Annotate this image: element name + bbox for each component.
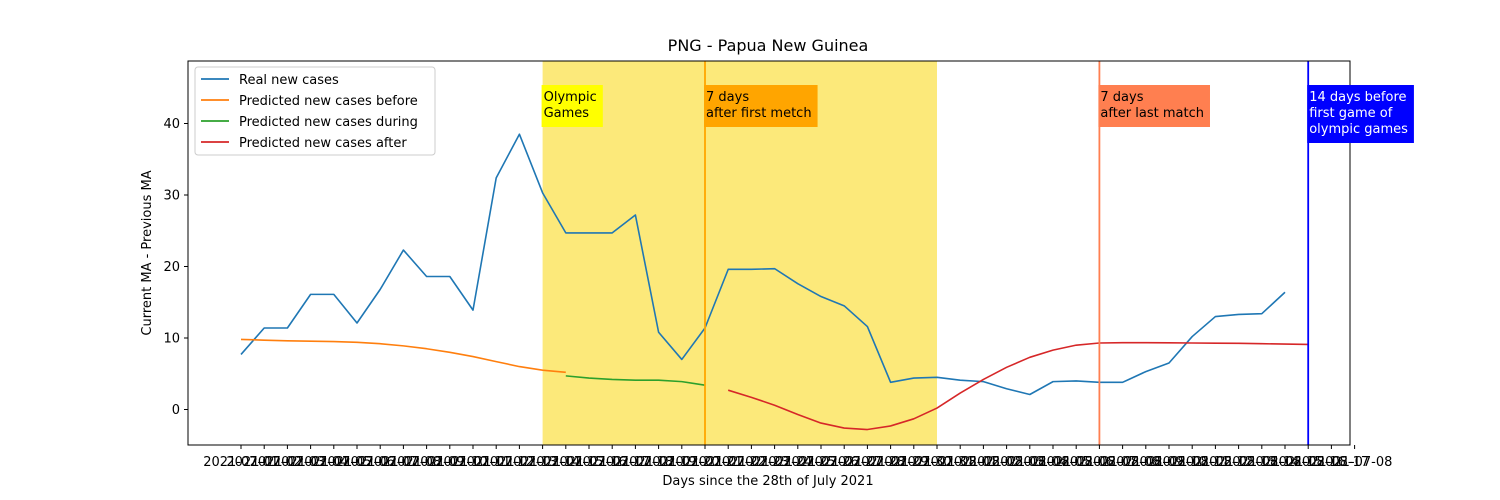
y-tick-label-2: 20 [163,260,180,275]
x-tick-label-22: 2021-07-23 [714,455,790,470]
series-line-1 [240,338,566,374]
legend-label-1: Predicted new cases before [239,94,418,109]
chart-title: PNG - Papua New Guinea [668,36,869,55]
x-tick-label-1: 2021-07-02 [226,455,302,470]
legend-label-3: Predicted new cases after [239,136,407,151]
x-tick-label-40: 2021-08-10 [1131,455,1207,470]
x-tick-label-9: 2021-07-10 [412,455,488,470]
olympic-games-label-text-0: Olympic [544,90,597,105]
vline-label-0-box [704,85,818,127]
vline-label-0-text-0: 7 days [706,90,749,105]
x-tick-label-38: 2021-08-08 [1085,455,1161,470]
plot-frame [187,60,1351,446]
x-tick-label-37: 2021-08-07 [1062,455,1138,470]
y-axis-title: Current MA - Previous MA [140,170,155,335]
olympic-games-label-text-1: Games [544,106,590,121]
x-tick-label-16: 2021-07-17 [574,455,650,470]
vline-label-0-text-1: after first metch [706,106,812,121]
x-tick-label-41: 2021-08-11 [1154,455,1230,470]
x-tick-label-24: 2021-07-25 [760,455,836,470]
x-tick-label-4: 2021-07-05 [296,455,372,470]
x-tick-label-13: 2021-07-14 [505,455,581,470]
legend: Real new cases Predicted new cases before… [194,66,436,156]
y-tick-label-0: 0 [172,403,180,418]
olympic-games-label-box [541,85,603,127]
x-tick-label-34: 2021-08-04 [992,455,1068,470]
y-tick-label-4: 40 [163,117,180,132]
x-tick-label-46: 2021-08-16 [1270,455,1346,470]
series-line-0 [240,133,1286,396]
x-tick-label-31: 2021-08-01 [922,455,998,470]
vline-label-1-text-1: after last match [1100,106,1204,121]
x-tick-label-48: 2021-07-08 [1317,455,1393,470]
legend-label-0: Real new cases [239,73,339,88]
x-tick-label-17: 2021-07-18 [598,455,674,470]
x-tick-label-44: 2021-08-14 [1224,455,1300,470]
x-tick-label-15: 2021-07-16 [551,455,627,470]
x-tick-label-10: 2021-07-11 [435,455,511,470]
x-tick-label-27: 2021-07-28 [830,455,906,470]
x-tick-label-3: 2021-07-04 [273,455,349,470]
vline-label-2-text-2: olympic games [1309,122,1408,137]
x-tick-label-7: 2021-07-08 [366,455,442,470]
series-line-2 [565,375,706,386]
x-tick-label-29: 2021-07-30 [876,455,952,470]
x-tick-label-19: 2021-07-20 [644,455,720,470]
x-tick-label-42: 2021-08-12 [1178,455,1254,470]
x-tick-label-30: 2021-07-31 [899,455,975,470]
x-tick-label-26: 2021-07-27 [806,455,882,470]
x-tick-label-28: 2021-07-29 [853,455,929,470]
x-tick-label-18: 2021-07-19 [621,455,697,470]
series-layer [240,133,1309,431]
y-tick-label-3: 30 [163,189,180,204]
x-tick-label-12: 2021-07-13 [482,455,558,470]
x-tick-label-39: 2021-08-09 [1108,455,1184,470]
x-tick-label-6: 2021-07-07 [342,455,418,470]
vline-label-2-text-1: first game of [1309,106,1393,121]
x-tick-label-2: 2021-07-03 [250,455,326,470]
x-tick-label-11: 2021-07-12 [458,455,534,470]
y-tick-label-1: 10 [163,332,180,347]
x-tick-label-25: 2021-07-26 [783,455,859,470]
x-tick-label-45: 2021-08-15 [1247,455,1323,470]
x-axis-title: Days since the 28th of July 2021 [662,474,873,489]
x-tick-label-23: 2021-07-24 [737,455,813,470]
x-tick-label-43: 2021-08-13 [1201,455,1277,470]
x-tick-label-8: 2021-07-09 [389,455,465,470]
x-tick-label-14: 2021-07-15 [528,455,604,470]
vline-label-2-text-0: 14 days before [1309,90,1406,105]
x-tick-label-0: 2021-07-01 [203,455,279,470]
vline-label-1-text-0: 7 days [1100,90,1143,105]
x-tick-label-35: 2021-08-05 [1015,455,1091,470]
x-tick-label-33: 2021-08-03 [969,455,1045,470]
axis-layer: 0102030402021-07-012021-07-022021-07-032… [163,60,1393,470]
x-tick-label-20: 2021-07-21 [667,455,743,470]
x-tick-label-32: 2021-08-02 [946,455,1022,470]
vline-label-1-box [1098,85,1210,127]
x-tick-label-21: 2021-07-22 [690,455,766,470]
x-tick-label-47: 2021-08-17 [1294,455,1370,470]
x-tick-label-36: 2021-08-06 [1038,455,1114,470]
legend-box [194,66,436,156]
vline-label-2-box [1307,85,1414,143]
legend-label-2: Predicted new cases during [239,115,418,130]
x-tick-label-5: 2021-07-06 [319,455,395,470]
series-line-3 [727,341,1309,431]
